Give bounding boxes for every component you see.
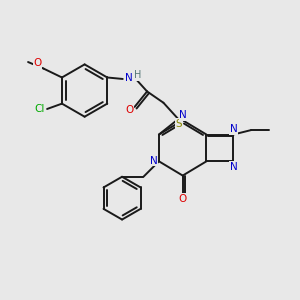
Text: N: N	[179, 110, 187, 120]
Text: N: N	[230, 162, 238, 172]
Text: N: N	[150, 156, 158, 166]
Text: S: S	[176, 119, 182, 129]
Text: N: N	[125, 73, 133, 83]
Text: O: O	[34, 58, 42, 68]
Text: H: H	[134, 70, 142, 80]
Text: O: O	[125, 105, 134, 115]
Text: N: N	[230, 124, 238, 134]
Text: Cl: Cl	[34, 104, 44, 114]
Text: O: O	[178, 194, 187, 204]
